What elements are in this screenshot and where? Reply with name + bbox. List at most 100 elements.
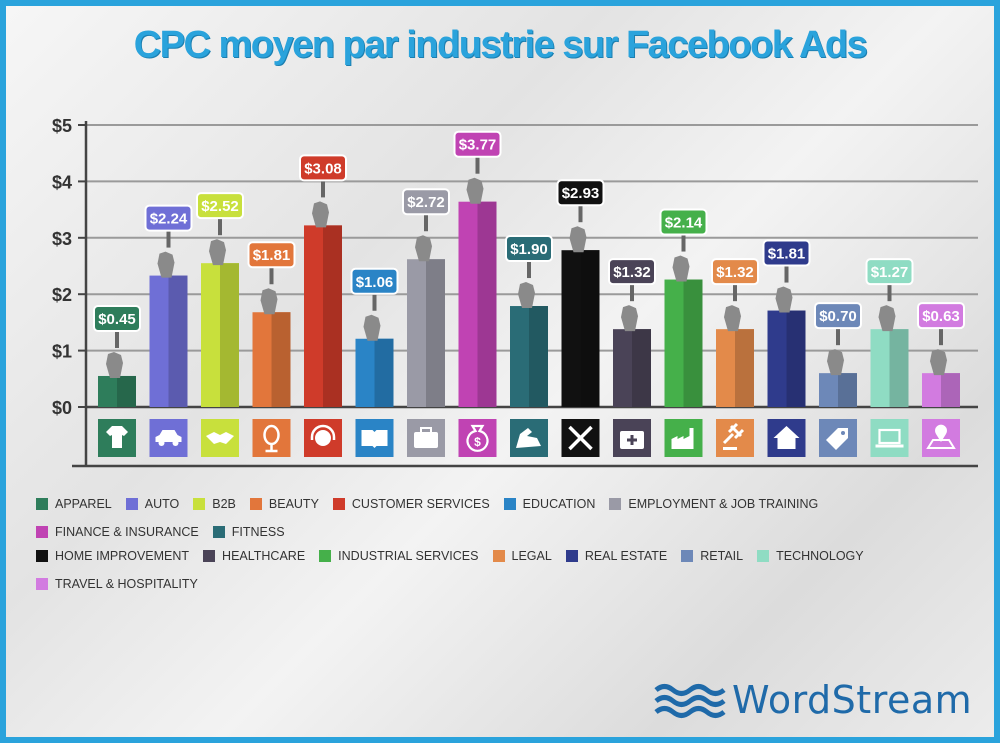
legend-label: FITNESS <box>231 525 285 539</box>
bar-shade <box>580 250 600 407</box>
bar-shade <box>683 279 703 407</box>
legend-item: AUTO <box>125 492 179 516</box>
legend-item: APPAREL <box>36 492 112 516</box>
hand-icon <box>209 239 226 266</box>
sign-stick <box>269 266 274 285</box>
legend-swatch <box>212 526 225 538</box>
y-tick-label: $2 <box>52 285 72 305</box>
hand-icon <box>466 177 484 204</box>
sign-stick <box>321 179 325 198</box>
value-label: $1.32 <box>613 264 651 281</box>
legend-swatch <box>503 498 516 510</box>
hand-icon <box>724 305 741 332</box>
value-sign <box>505 235 553 263</box>
legend-item: REAL ESTATE <box>565 544 667 568</box>
bar-shade <box>941 373 960 407</box>
legend-item: FITNESS <box>212 520 285 544</box>
value-label: $0.63 <box>922 308 960 325</box>
hand-icon <box>106 351 123 378</box>
brand-name: WordStream <box>732 678 973 722</box>
value-label: $3.77 <box>459 137 497 154</box>
hand-icon <box>415 235 432 262</box>
hand-icon <box>569 226 587 253</box>
legend-label: FINANCE & INSURANCE <box>55 525 199 539</box>
legend-item: INDUSTRIAL SERVICES <box>319 544 479 568</box>
value-sign <box>608 258 656 286</box>
legend-swatch <box>203 550 216 562</box>
value-sign <box>917 302 965 330</box>
legend-row: APPAREL AUTO B2B BEAUTY CUSTOMER SERVICES EDU… <box>36 492 986 544</box>
legend: APPAREL AUTO B2B BEAUTY CUSTOMER SERVICES EDU… <box>36 492 986 596</box>
value-sign <box>762 239 811 267</box>
y-tick-label: $5 <box>52 116 72 136</box>
y-tick-label: $0 <box>52 398 72 418</box>
bar-shade <box>786 310 806 407</box>
legend-swatch <box>36 526 48 538</box>
value-label: $2.93 <box>562 185 600 202</box>
value-label: $1.27 <box>871 264 909 281</box>
car-icon <box>155 430 182 446</box>
sign-stick <box>887 283 892 302</box>
legend-label: B2B <box>212 497 236 511</box>
sign-stick <box>166 229 171 248</box>
hand-icon <box>930 349 947 376</box>
hand-icon <box>157 251 175 278</box>
sign-stick <box>527 260 531 279</box>
legend-swatch <box>249 498 262 510</box>
legend-label: RETAIL <box>700 549 744 563</box>
bar-shade <box>529 306 548 407</box>
legend-label: INDUSTRIAL SERVICES <box>338 549 479 563</box>
wordstream-logo: WordStream <box>654 678 972 722</box>
bar-shade <box>735 329 754 407</box>
value-label: $1.81 <box>768 246 806 263</box>
medkit-icon <box>620 431 644 449</box>
map-pin-icon <box>926 424 956 449</box>
legend-swatch <box>681 550 694 562</box>
chart-title: CPC moyen par industrie sur Facebook Ads <box>133 24 868 66</box>
value-label: $2.14 <box>665 215 703 232</box>
hand-icon <box>312 201 329 228</box>
value-sign <box>350 267 399 295</box>
legend-item: HOME IMPROVEMENT <box>36 544 189 568</box>
legend-item: B2B <box>193 492 236 516</box>
value-sign <box>711 258 759 286</box>
value-sign <box>93 304 141 332</box>
legend-swatch <box>565 550 578 562</box>
legend-label: BEAUTY <box>268 497 319 511</box>
money-bag-icon: $ <box>466 424 489 452</box>
handshake-icon <box>206 432 234 444</box>
bar-shade <box>168 275 188 407</box>
sign-stick <box>939 327 943 346</box>
value-label: $1.90 <box>510 241 548 258</box>
value-sign <box>196 192 244 220</box>
gavel-icon <box>722 422 745 450</box>
y-tick-label: $4 <box>52 172 72 192</box>
bar-shade <box>477 201 497 407</box>
shirt-icon <box>106 426 128 448</box>
waves-icon <box>654 684 726 718</box>
value-label: $0.70 <box>819 308 857 325</box>
value-sign <box>556 179 605 207</box>
bar-shade <box>117 375 136 407</box>
sign-stick <box>630 283 634 302</box>
legend-label: HEALTHCARE <box>222 549 306 563</box>
legend-label: EMPLOYMENT & JOB TRAINING <box>628 497 819 511</box>
sign-stick <box>115 329 119 348</box>
legend-item: TECHNOLOGY <box>757 544 864 568</box>
legend-item: RETAIL <box>681 544 743 568</box>
value-label: $1.32 <box>716 264 754 281</box>
legend-swatch <box>609 498 622 510</box>
hand-icon <box>878 305 896 332</box>
bar-shade <box>323 225 342 407</box>
bar-shade <box>838 373 857 407</box>
legend-item: LEGAL <box>492 544 552 568</box>
bar-shade <box>374 338 394 407</box>
category-tile <box>870 419 909 457</box>
value-sign <box>865 258 914 286</box>
legend-label: APPAREL <box>55 497 112 511</box>
hand-icon <box>518 282 535 309</box>
value-label: $2.72 <box>407 194 445 211</box>
hand-icon <box>621 305 638 332</box>
legend-swatch <box>36 578 48 590</box>
